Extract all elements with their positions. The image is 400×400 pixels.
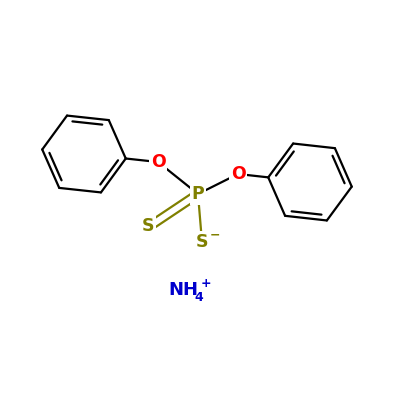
Text: S: S	[142, 217, 154, 235]
Text: O: O	[151, 153, 165, 171]
Text: +: +	[201, 277, 212, 290]
Text: 4: 4	[194, 291, 203, 304]
Text: NH: NH	[168, 281, 198, 299]
Text: S: S	[196, 233, 208, 251]
Text: P: P	[192, 185, 204, 203]
Text: −: −	[210, 228, 220, 241]
Text: O: O	[231, 165, 245, 183]
